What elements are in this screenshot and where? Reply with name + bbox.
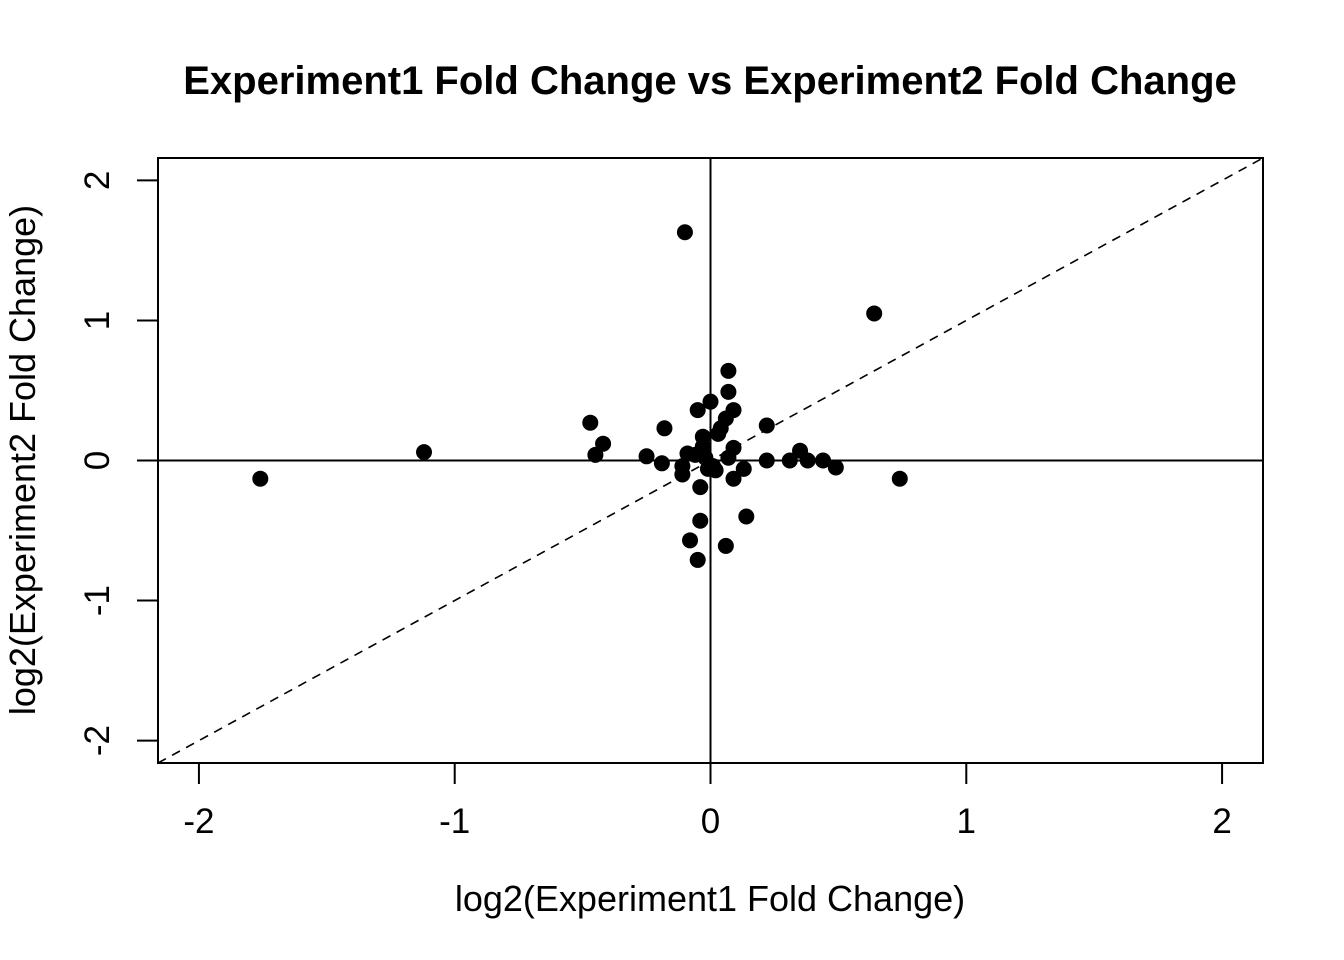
data-point xyxy=(827,459,844,476)
data-point xyxy=(815,452,832,469)
data-point xyxy=(595,435,612,452)
chart-title: Experiment1 Fold Change vs Experiment2 F… xyxy=(183,59,1237,103)
data-point xyxy=(799,452,816,469)
data-point xyxy=(781,452,798,469)
y-tick-label: -2 xyxy=(78,725,117,756)
data-point xyxy=(416,444,433,461)
data-point xyxy=(725,439,742,456)
data-point xyxy=(866,305,883,322)
x-axis: -2 -1 0 1 2 xyxy=(183,763,1232,841)
data-point xyxy=(674,466,691,483)
data-point xyxy=(707,462,724,479)
x-tick-label: -2 xyxy=(183,802,214,841)
x-tick-label: 2 xyxy=(1212,802,1231,841)
y-tick-label: -1 xyxy=(78,585,117,616)
data-point xyxy=(738,508,755,525)
data-point xyxy=(720,383,737,400)
data-point xyxy=(689,402,706,419)
data-point xyxy=(587,446,604,463)
data-point xyxy=(720,362,737,379)
x-tick-label: 0 xyxy=(701,802,720,841)
data-point xyxy=(891,470,908,487)
data-point xyxy=(638,448,655,465)
data-point xyxy=(676,224,693,241)
data-point xyxy=(682,532,699,549)
data-point xyxy=(725,470,742,487)
y-tick-label: 0 xyxy=(78,451,117,470)
data-point xyxy=(758,452,775,469)
data-point xyxy=(717,537,734,554)
data-point xyxy=(656,420,673,437)
y-axis-label: log2(Experiment2 Fold Change) xyxy=(2,205,43,715)
y-tick-label: 2 xyxy=(78,171,117,190)
x-tick-label: 1 xyxy=(957,802,976,841)
data-point xyxy=(692,479,709,496)
data-point xyxy=(252,470,269,487)
data-point xyxy=(689,551,706,568)
data-point xyxy=(582,414,599,431)
data-point xyxy=(725,402,742,419)
data-point xyxy=(702,393,719,410)
data-point xyxy=(735,460,752,477)
y-axis: -2 -1 0 1 2 xyxy=(78,171,158,756)
y-tick-label: 1 xyxy=(78,311,117,330)
x-tick-label: -1 xyxy=(439,802,470,841)
data-point xyxy=(692,512,709,529)
x-axis-label: log2(Experiment1 Fold Change) xyxy=(455,878,965,919)
data-point xyxy=(758,417,775,434)
data-point xyxy=(653,455,670,472)
data-points xyxy=(252,224,908,568)
